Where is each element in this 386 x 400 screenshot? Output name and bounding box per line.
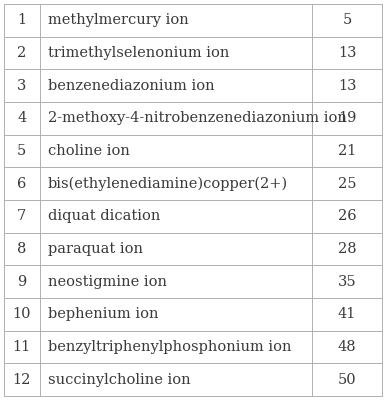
Text: 25: 25 xyxy=(338,177,356,191)
Text: 1: 1 xyxy=(17,13,26,27)
Text: paraquat ion: paraquat ion xyxy=(47,242,142,256)
Text: 28: 28 xyxy=(338,242,356,256)
Text: 11: 11 xyxy=(13,340,31,354)
Text: 12: 12 xyxy=(13,373,31,387)
Text: trimethylselenonium ion: trimethylselenonium ion xyxy=(47,46,229,60)
Text: choline ion: choline ion xyxy=(47,144,129,158)
Text: methylmercury ion: methylmercury ion xyxy=(47,13,188,27)
Text: benzyltriphenylphosphonium ion: benzyltriphenylphosphonium ion xyxy=(47,340,291,354)
Text: 8: 8 xyxy=(17,242,27,256)
Text: bis(ethylenediamine)copper(2+): bis(ethylenediamine)copper(2+) xyxy=(47,176,288,191)
Text: 13: 13 xyxy=(338,79,356,93)
Text: 21: 21 xyxy=(338,144,356,158)
Text: succinylcholine ion: succinylcholine ion xyxy=(47,373,190,387)
Text: bephenium ion: bephenium ion xyxy=(47,307,158,321)
Text: 7: 7 xyxy=(17,209,27,223)
Text: 4: 4 xyxy=(17,111,27,125)
Text: neostigmine ion: neostigmine ion xyxy=(47,275,166,289)
Text: 10: 10 xyxy=(13,307,31,321)
Text: 6: 6 xyxy=(17,177,27,191)
Text: 48: 48 xyxy=(338,340,356,354)
Text: 2: 2 xyxy=(17,46,27,60)
Text: 9: 9 xyxy=(17,275,27,289)
Text: 3: 3 xyxy=(17,79,27,93)
Text: 5: 5 xyxy=(342,13,352,27)
Text: benzenediazonium ion: benzenediazonium ion xyxy=(47,79,214,93)
Text: 41: 41 xyxy=(338,307,356,321)
Text: 19: 19 xyxy=(338,111,356,125)
Text: 50: 50 xyxy=(338,373,356,387)
Text: 13: 13 xyxy=(338,46,356,60)
Text: 2-methoxy-4-nitrobenzenediazonium ion: 2-methoxy-4-nitrobenzenediazonium ion xyxy=(47,111,346,125)
Text: 35: 35 xyxy=(338,275,356,289)
Text: diquat dication: diquat dication xyxy=(47,209,160,223)
Text: 26: 26 xyxy=(338,209,356,223)
Text: 5: 5 xyxy=(17,144,27,158)
